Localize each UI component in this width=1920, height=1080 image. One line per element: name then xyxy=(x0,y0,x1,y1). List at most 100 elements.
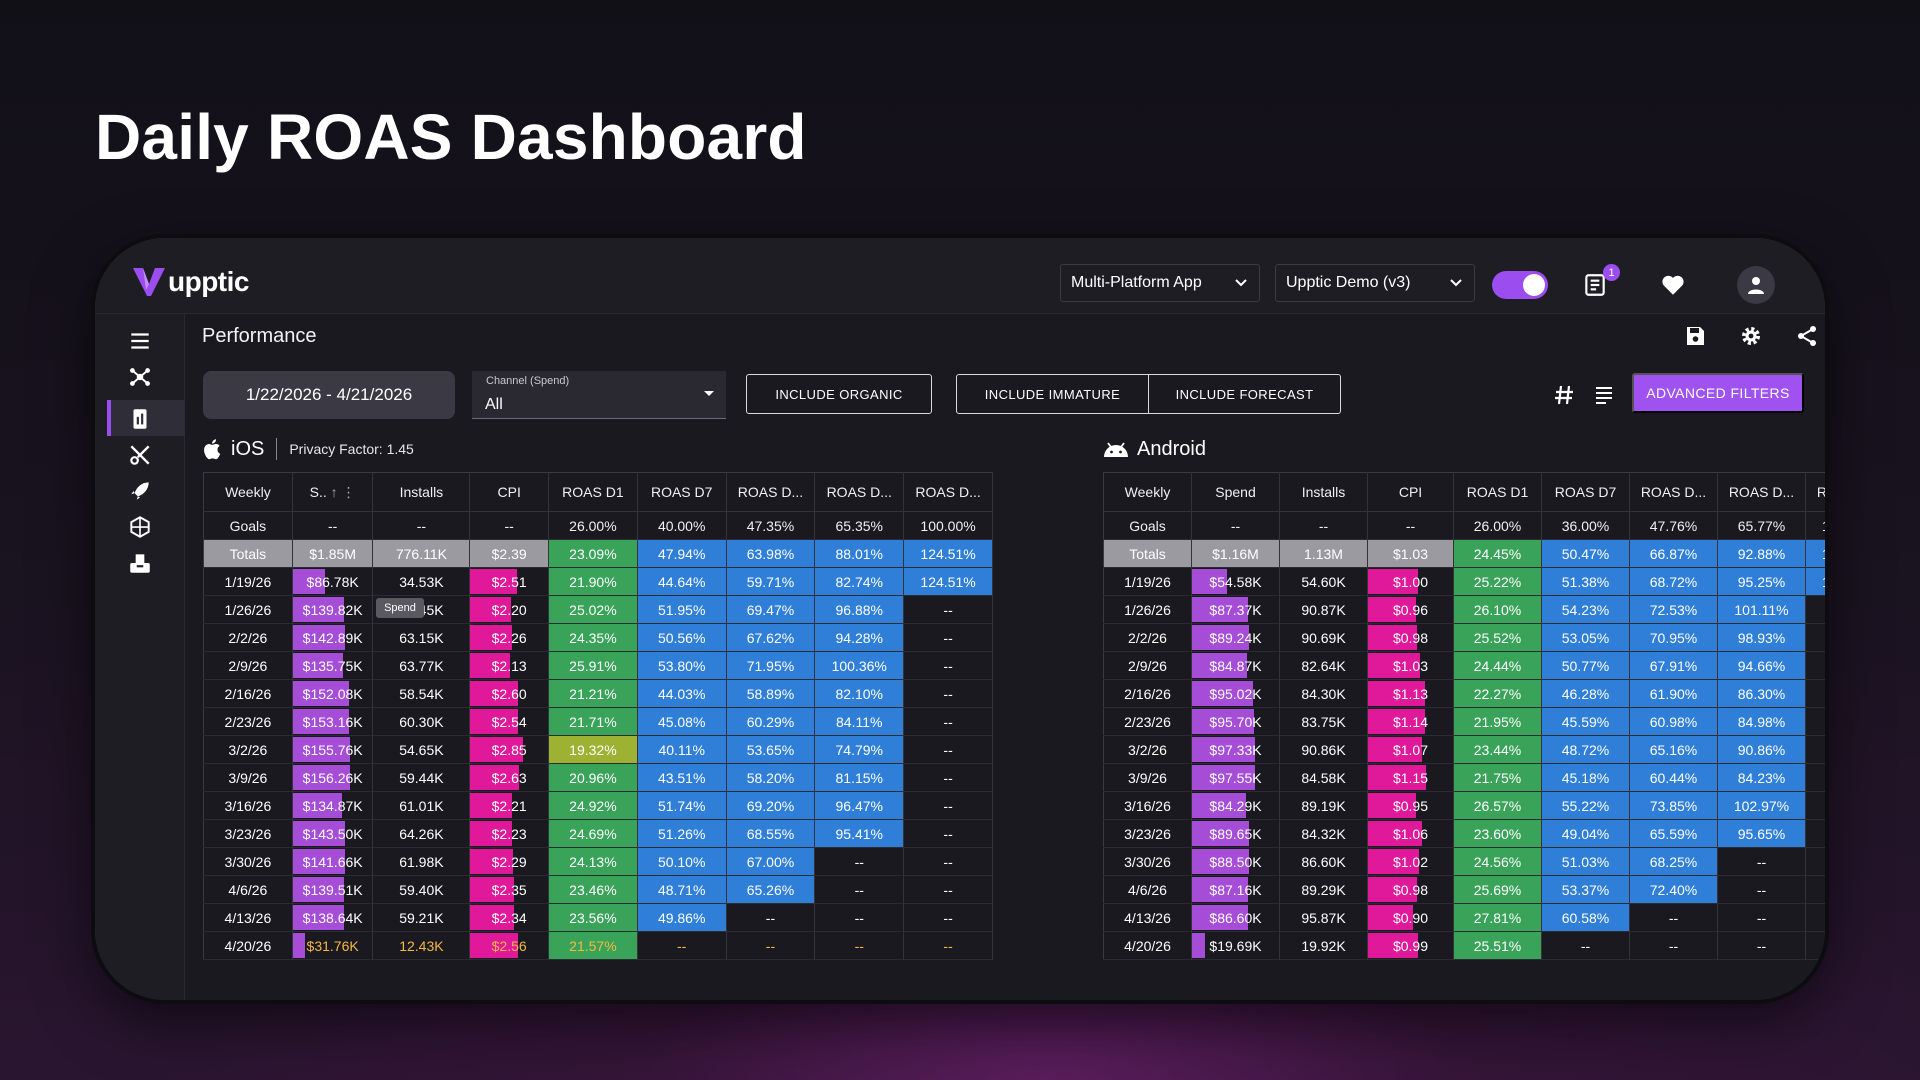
mode-toggle[interactable] xyxy=(1492,271,1548,299)
android-cell: 21.75% xyxy=(1453,763,1542,792)
user-avatar[interactable] xyxy=(1737,266,1775,304)
advanced-filters-button[interactable]: ADVANCED FILTERS xyxy=(1632,373,1804,413)
table-row: 2/9/26 $84.87K 82.64K $1.03 24.44% 50.77% 67.9… xyxy=(1103,651,1825,680)
ios-cell: 19.32% xyxy=(548,735,638,764)
android-cell: -- xyxy=(1367,511,1454,540)
menu-icon[interactable] xyxy=(127,328,153,354)
android-col-header[interactable]: CPI xyxy=(1367,472,1454,512)
android-cell: $97.55K xyxy=(1191,763,1280,792)
inbox-icon[interactable] xyxy=(127,550,153,576)
cpi-bar xyxy=(470,765,520,790)
android-cell: 61.90% xyxy=(1629,679,1718,708)
date-range-picker[interactable]: 1/22/2026 - 4/21/2026 xyxy=(203,371,455,419)
android-cell: 50.77% xyxy=(1541,651,1630,680)
list-view-icon[interactable] xyxy=(1592,383,1616,407)
ios-cell: 12.43K xyxy=(372,931,471,960)
ios-col-header[interactable]: ROAS D... xyxy=(903,472,993,512)
android-cell: $1.07 xyxy=(1367,735,1454,764)
ios-col-header[interactable]: S.. ↑ ⋮ xyxy=(292,472,374,512)
heart-icon[interactable] xyxy=(1660,272,1686,298)
save-icon[interactable] xyxy=(1683,324,1707,348)
cell-value: $2.13 xyxy=(491,657,527,674)
channel-select-label: Channel (Spend) xyxy=(486,375,570,387)
ios-cell: 124.51% xyxy=(903,567,993,596)
ios-table: Weekly S.. ↑ ⋮ Installs CPI ROAS D1 ROAS D7 RO… xyxy=(203,472,993,960)
notification-badge: 1 xyxy=(1603,264,1620,281)
spend-bar xyxy=(292,877,344,902)
android-col-header[interactable]: Spend xyxy=(1191,472,1280,512)
android-col-header[interactable]: ROAS D... xyxy=(1805,472,1825,512)
org-selector[interactable]: Upptic Demo (v3) xyxy=(1275,264,1475,302)
ios-col-header[interactable]: ROAS D... xyxy=(726,472,816,512)
android-cell: 68.25% xyxy=(1629,847,1718,876)
apple-icon xyxy=(204,439,221,460)
ios-cell: 43.51% xyxy=(637,763,727,792)
globe-icon[interactable] xyxy=(127,514,153,540)
android-col-header[interactable]: Installs xyxy=(1279,472,1368,512)
cell-value: $1.13 xyxy=(1392,685,1429,702)
include-organic-button[interactable]: INCLUDE ORGANIC xyxy=(746,374,932,414)
android-col-header[interactable]: Weekly xyxy=(1103,472,1192,512)
spend-bar xyxy=(292,597,344,622)
hashtag-icon[interactable] xyxy=(1552,383,1576,407)
ios-cell: 40.00% xyxy=(637,511,727,540)
android-cell: 24.45% xyxy=(1453,539,1542,568)
android-cell: 98.93% xyxy=(1717,623,1806,652)
android-cell: $0.98 xyxy=(1367,623,1454,652)
android-cell: 60.44% xyxy=(1629,763,1718,792)
app-selector[interactable]: Multi-Platform App xyxy=(1060,264,1260,302)
network-icon[interactable] xyxy=(127,364,153,390)
ios-cell: -- xyxy=(903,791,993,820)
android-col-header[interactable]: ROAS D1 xyxy=(1453,472,1542,512)
android-cell: 94.66% xyxy=(1717,651,1806,680)
cell-value: $2.35 xyxy=(491,881,527,898)
android-cell: 49.04% xyxy=(1541,819,1630,848)
logo[interactable]: upptic xyxy=(133,266,250,298)
android-col-header[interactable]: ROAS D7 xyxy=(1541,472,1630,512)
android-cell: $1.15 xyxy=(1367,763,1454,792)
android-cell: -- xyxy=(1805,735,1825,764)
ios-col-header[interactable]: ROAS D... xyxy=(814,472,905,512)
android-cell: 3/16/26 xyxy=(1103,791,1192,820)
ios-cell: -- xyxy=(814,847,905,876)
ios-cell: $135.75K xyxy=(292,651,374,680)
include-forecast-button[interactable]: INCLUDE FORECAST xyxy=(1148,374,1341,414)
ios-cell: -- xyxy=(903,903,993,932)
android-col-header[interactable]: ROAS D... xyxy=(1717,472,1806,512)
tools-icon[interactable] xyxy=(127,442,153,468)
cell-value: $0.98 xyxy=(1392,629,1429,646)
report-list-icon[interactable] xyxy=(1582,272,1608,298)
ios-title: iOS xyxy=(231,437,265,460)
ios-cell: 21.57% xyxy=(548,931,638,960)
cell-value: $1.07 xyxy=(1392,741,1429,758)
cpi-bar xyxy=(470,793,512,818)
ios-col-header[interactable]: ROAS D1 xyxy=(548,472,638,512)
android-cell: $86.60K xyxy=(1191,903,1280,932)
ios-col-header[interactable]: ROAS D7 xyxy=(637,472,727,512)
include-immature-button[interactable]: INCLUDE IMMATURE xyxy=(956,374,1149,414)
android-cell: 84.58K xyxy=(1279,763,1368,792)
spend-bar xyxy=(292,625,346,650)
ios-section-header: iOS Privacy Factor: 1.45 xyxy=(203,434,414,464)
android-cell: 86.60K xyxy=(1279,847,1368,876)
cell-value: $0.95 xyxy=(1392,797,1429,814)
android-cell: 60.58% xyxy=(1541,903,1630,932)
gear-icon[interactable] xyxy=(1739,324,1763,348)
android-col-header[interactable]: ROAS D... xyxy=(1629,472,1718,512)
cell-value: $2.54 xyxy=(491,713,527,730)
performance-report-icon[interactable] xyxy=(127,406,153,432)
cpi-bar xyxy=(1368,793,1416,818)
ios-col-header[interactable]: Weekly xyxy=(203,472,293,512)
ios-col-header[interactable]: CPI xyxy=(469,472,550,512)
cell-value: $0.96 xyxy=(1392,601,1429,618)
cell-value: $2.60 xyxy=(491,685,527,702)
rocket-icon[interactable] xyxy=(127,478,153,504)
sort-ascending-icon[interactable]: ↑ ⋮ xyxy=(326,483,356,500)
cell-value: $139.82K xyxy=(302,601,363,618)
ios-cell: $2.85 xyxy=(469,735,550,764)
cell-value: $2.56 xyxy=(491,937,527,954)
ios-cell: Totals xyxy=(203,539,293,568)
share-icon[interactable] xyxy=(1795,324,1819,348)
ios-col-header[interactable]: Installs xyxy=(372,472,471,512)
channel-select[interactable]: Channel (Spend) All xyxy=(472,371,726,419)
